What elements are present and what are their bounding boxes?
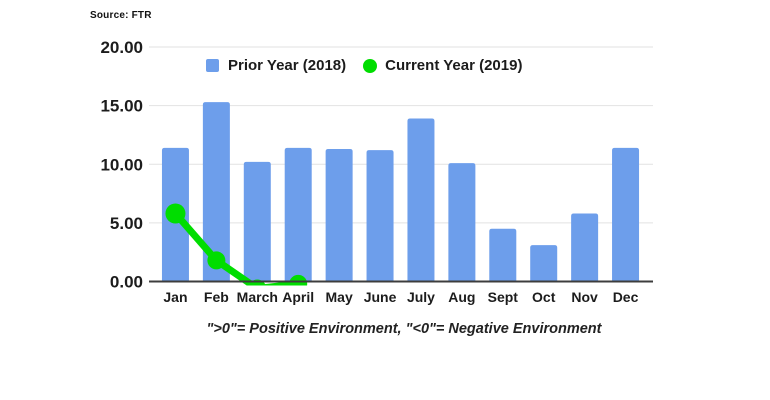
x-axis-label-july: July bbox=[407, 289, 435, 305]
x-axis-label-may: May bbox=[326, 289, 353, 305]
bar-aug bbox=[448, 163, 476, 283]
legend-swatch-prior-year-icon bbox=[206, 59, 219, 72]
bar-oct bbox=[530, 245, 558, 283]
y-axis-label-0.00: 0.00 bbox=[110, 273, 143, 292]
x-axis-label-oct: Oct bbox=[532, 289, 556, 305]
y-axis-label-5.00: 5.00 bbox=[110, 214, 143, 233]
y-axis-label-10.00: 10.00 bbox=[100, 155, 143, 174]
chart-caption: ">0"= Positive Environment, "<0"= Negati… bbox=[206, 321, 602, 337]
bar-nov bbox=[571, 213, 599, 283]
bar-march bbox=[243, 161, 271, 283]
x-axis-label-march: March bbox=[237, 289, 278, 305]
data-point-jan bbox=[165, 203, 186, 224]
bar-may bbox=[325, 149, 353, 283]
bar-dec bbox=[612, 147, 640, 283]
x-axis-label-june: June bbox=[364, 289, 397, 305]
legend-label-current-year: Current Year (2019) bbox=[385, 57, 523, 74]
line-series bbox=[172, 211, 299, 286]
bar-sept bbox=[489, 228, 517, 283]
x-axis-label-nov: Nov bbox=[571, 289, 598, 305]
source-note: Source: FTR bbox=[90, 10, 152, 21]
x-axis-label-dec: Dec bbox=[613, 289, 639, 305]
data-point-feb bbox=[207, 251, 226, 270]
legend-label-prior-year: Prior Year (2018) bbox=[228, 57, 347, 74]
line-series-group bbox=[165, 203, 308, 286]
bar-june bbox=[366, 150, 394, 283]
x-axis-label-april: April bbox=[282, 289, 314, 305]
x-axis-label-aug: Aug bbox=[448, 289, 475, 305]
legend-swatch-current-year-icon bbox=[363, 58, 378, 73]
data-point-april bbox=[289, 274, 308, 286]
bar-april bbox=[284, 147, 312, 283]
bar-feb bbox=[202, 102, 230, 283]
x-axis-label-jan: Jan bbox=[163, 289, 187, 305]
x-axis-label-feb: Feb bbox=[204, 289, 229, 305]
x-axis-label-sept: Sept bbox=[488, 289, 519, 305]
chart-legend: Prior Year (2018) Current Year (2019) bbox=[206, 57, 522, 74]
y-axis-label-20.00: 20.00 bbox=[100, 38, 143, 57]
bar-july bbox=[407, 118, 435, 283]
y-axis-label-15.00: 15.00 bbox=[100, 97, 143, 116]
